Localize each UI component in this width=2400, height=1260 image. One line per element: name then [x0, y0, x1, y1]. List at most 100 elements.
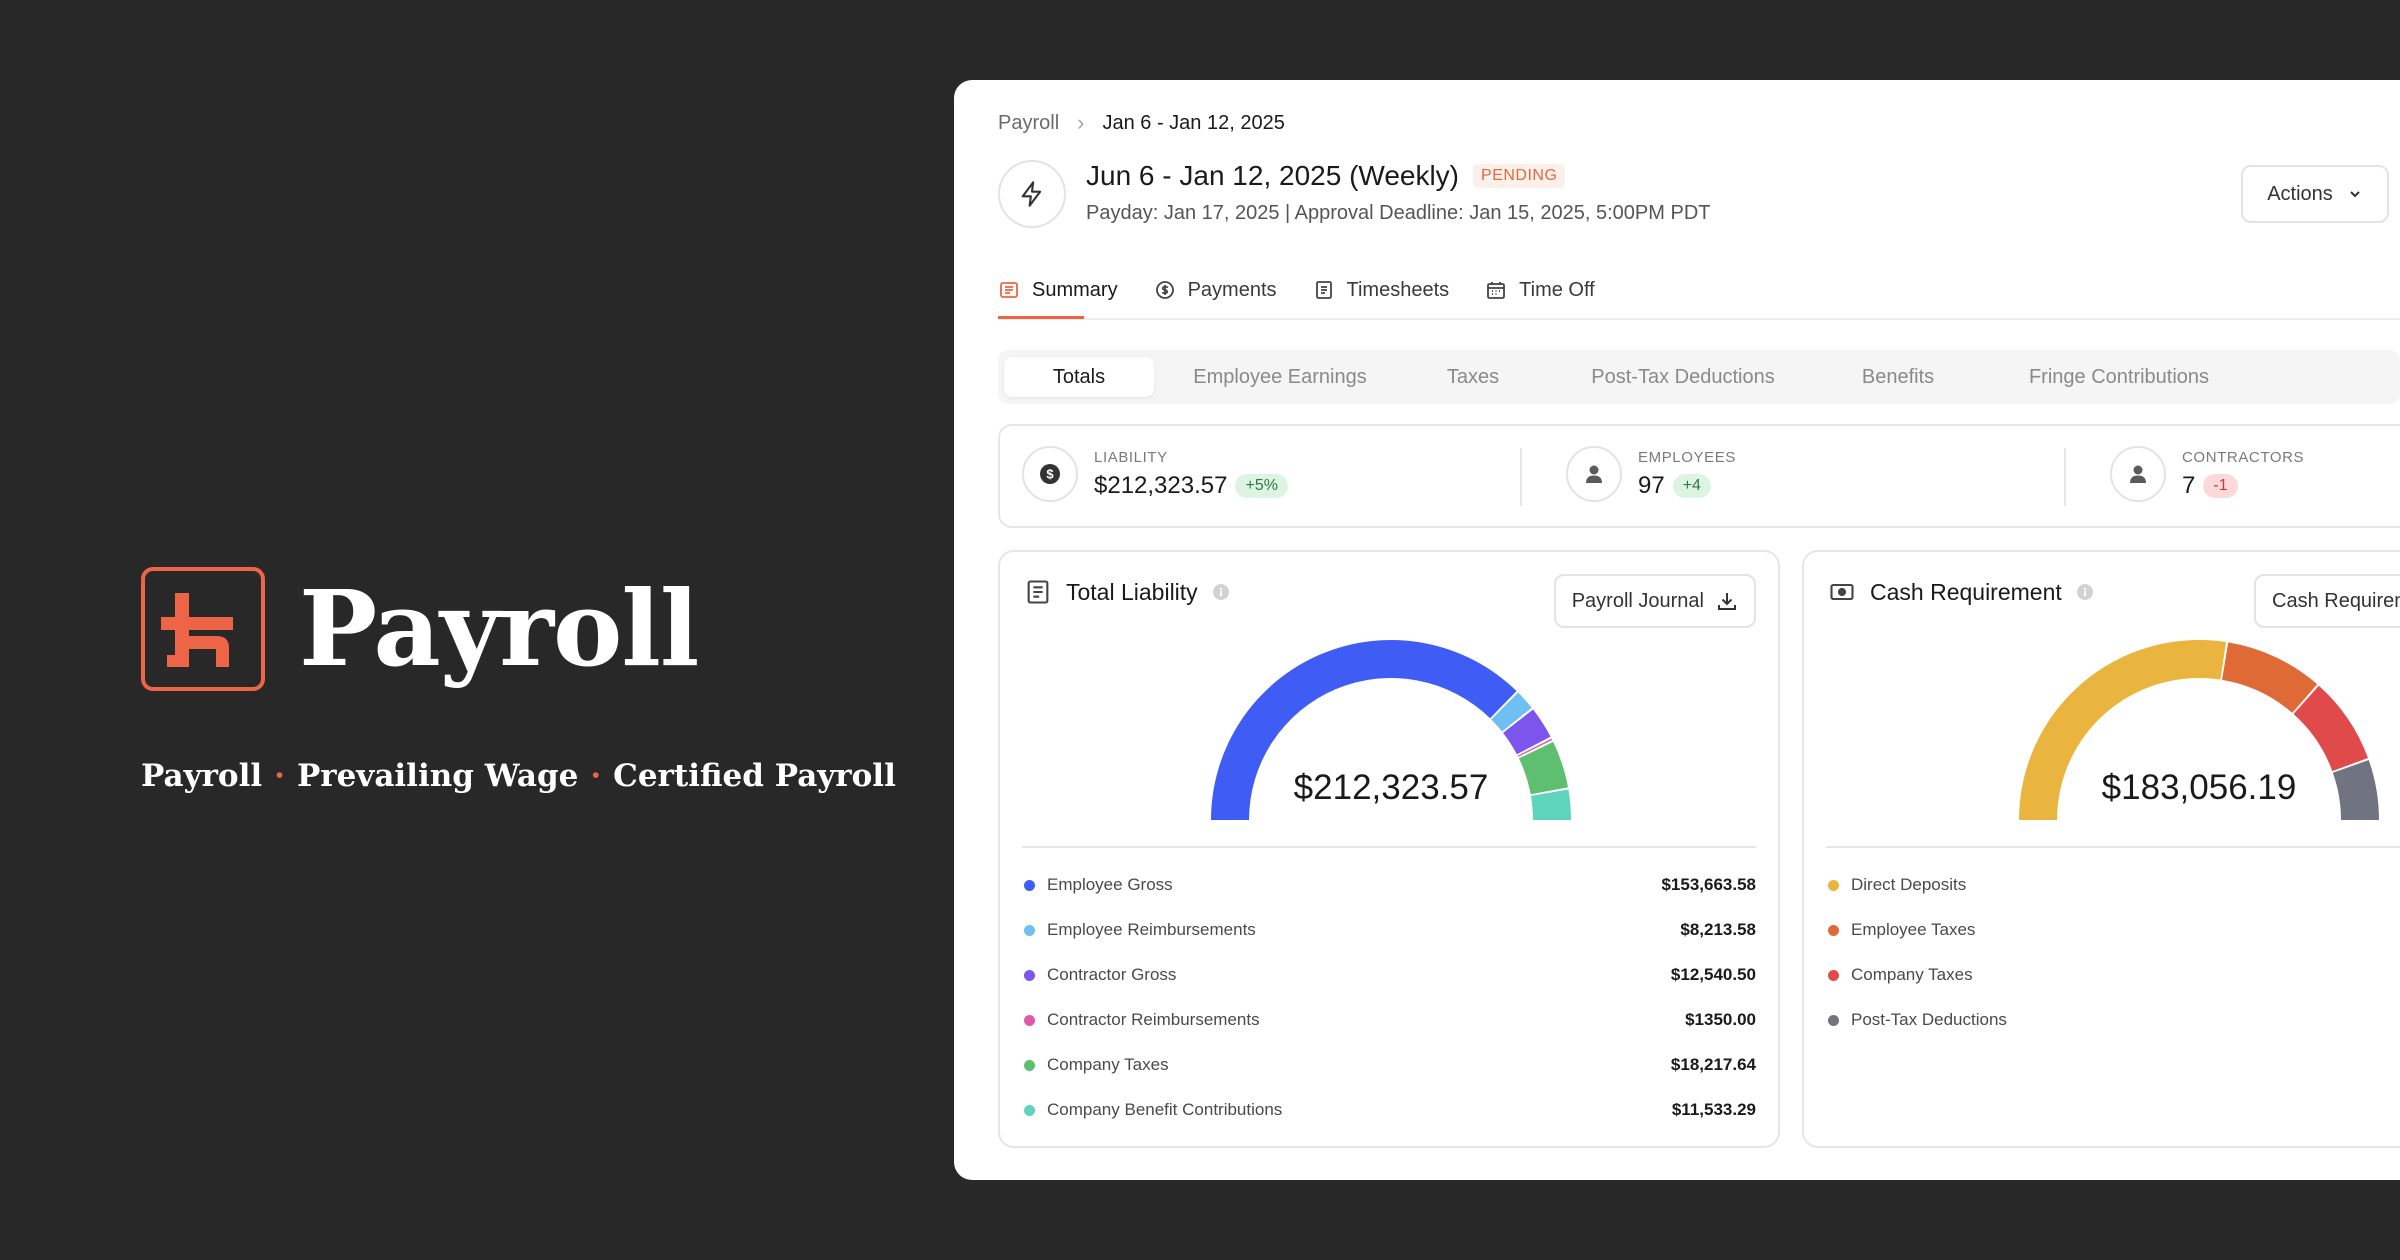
- legend-label: Employee Gross: [1047, 875, 1173, 894]
- legend-row: Company Taxes $18,217.64: [1024, 1050, 1756, 1080]
- liability-gauge-chart: [1211, 640, 1571, 820]
- tabs-divider: [998, 318, 2400, 320]
- tagline-item: Certified Payroll: [613, 758, 896, 794]
- legend-row: Employee Taxes: [1828, 915, 2388, 945]
- card-title: Total Liability: [1066, 578, 1198, 605]
- legend-label: Company Taxes: [1851, 965, 1973, 984]
- legend-value: $8,213.58: [1680, 920, 1756, 939]
- legend-value: $1350.00: [1685, 1010, 1756, 1029]
- subtab-fringe-contributions[interactable]: Fringe Contributions: [2028, 365, 2210, 388]
- stats-strip: $ LIABILITY $212,323.57 +5% EMPLOYEES 97…: [998, 424, 2400, 528]
- liability-gauge-segment: [1518, 741, 1569, 795]
- tagline-separator: ·: [590, 758, 602, 794]
- subtab-taxes[interactable]: Taxes: [1446, 365, 1500, 388]
- cash-gauge-chart: [2019, 640, 2379, 820]
- legend-row: Company Benefit Contributions $11,533.29: [1024, 1095, 1756, 1125]
- tagline-item: Payroll: [141, 758, 263, 794]
- legend-row: Company Taxes: [1828, 960, 2388, 990]
- subtab-totals[interactable]: Totals: [1004, 357, 1154, 397]
- legend-dot: [1024, 1014, 1035, 1026]
- timesheets-icon: [1315, 281, 1332, 299]
- subtab-employee-earnings[interactable]: Employee Earnings: [1193, 365, 1367, 388]
- stat-contractors: CONTRACTORS 7 -1: [2110, 446, 2304, 502]
- legend-label: Contractor Reimbursements: [1047, 1010, 1260, 1029]
- cash-requirement-button[interactable]: Cash Requirement: [2254, 574, 2400, 628]
- stat-label: CONTRACTORS: [2182, 448, 2305, 466]
- svg-text:$: $: [1046, 467, 1054, 482]
- stat-value: 97: [1638, 471, 1665, 499]
- total-liability-card: Total Liability Payroll Journal $212,323…: [998, 550, 1780, 1148]
- card-title: Cash Requirement: [1870, 578, 2062, 605]
- legend-row: Post-Tax Deductions: [1828, 1005, 2388, 1035]
- tagline-separator: ·: [274, 758, 285, 794]
- summary-icon: [1000, 282, 1018, 298]
- legend-label: Post-Tax Deductions: [1851, 1010, 2007, 1029]
- legend-dot: [1024, 969, 1035, 981]
- payroll-journal-button[interactable]: Payroll Journal: [1553, 574, 1756, 628]
- bolt-icon: [998, 160, 1066, 228]
- cash-gauge-segment: [2222, 642, 2318, 713]
- person-icon: [2110, 446, 2166, 502]
- cash-total-amount: $183,056.19: [2101, 768, 2297, 807]
- tab-summary[interactable]: Summary: [998, 270, 1118, 310]
- legend-value: $11,533.29: [1671, 1100, 1756, 1119]
- legend-row: Contractor Gross $12,540.50: [1024, 960, 1756, 990]
- legend-row: Employee Gross $153,663.58: [1024, 870, 1756, 900]
- liability-gauge-segment: [1530, 789, 1571, 820]
- stat-value: $212,323.57: [1094, 471, 1228, 499]
- legend-dot: [1024, 1059, 1035, 1071]
- legend-row: Employee Reimbursements $8,213.58: [1024, 915, 1756, 945]
- tab-time-off[interactable]: Time Off: [1485, 270, 1595, 310]
- card-divider: [1826, 846, 2400, 848]
- legend-dot: [1024, 924, 1035, 936]
- stat-divider: [2064, 448, 2066, 506]
- subtab-post-tax-deductions[interactable]: Post-Tax Deductions: [1591, 365, 1775, 388]
- page-subtitle: Payday: Jan 17, 2025 | Approval Deadline…: [1086, 202, 1711, 224]
- stat-label: LIABILITY: [1094, 448, 1168, 466]
- calendar-icon: [1487, 282, 1506, 299]
- tab-timesheets[interactable]: Timesheets: [1313, 270, 1449, 310]
- stat-divider: [1520, 448, 1522, 506]
- legend-label: Employee Reimbursements: [1047, 920, 1256, 939]
- tab-payments[interactable]: Payments: [1154, 270, 1277, 310]
- cash-icon: [1830, 583, 1854, 601]
- button-label: Cash Requirement: [2272, 589, 2400, 612]
- legend-dot: [1024, 1104, 1035, 1116]
- legend-dot: [1828, 1014, 1839, 1026]
- tab-label: Payments: [1187, 278, 1277, 301]
- info-icon[interactable]: [2076, 583, 2094, 601]
- brand-name: Payroll: [299, 567, 699, 690]
- legend-dot: [1024, 879, 1035, 891]
- payroll-app-panel: Payroll › Jan 6 - Jan 12, 2025 Jun 6 - J…: [954, 80, 2400, 1180]
- stat-liability: $ LIABILITY $212,323.57 +5%: [1022, 446, 1288, 502]
- breadcrumb-root-link[interactable]: Payroll: [998, 111, 1060, 134]
- tab-label: Time Off: [1519, 278, 1595, 301]
- tagline-item: Prevailing Wage: [296, 758, 579, 794]
- download-icon: [1718, 593, 1736, 610]
- main-tabs: Summary Payments Timesheets Time Off: [998, 270, 1631, 310]
- stat-change-badge: +4: [1672, 473, 1711, 498]
- actions-dropdown-button[interactable]: Actions: [2241, 165, 2389, 223]
- liability-gauge-segment: [1491, 692, 1532, 732]
- page-title-row: Jun 6 - Jan 12, 2025 (Weekly) PENDING: [1086, 160, 1566, 192]
- dollar-icon: $: [1022, 446, 1078, 502]
- active-tab-indicator: [998, 316, 1084, 319]
- legend-label: Employee Taxes: [1851, 920, 1976, 939]
- cash-gauge-segment: [2293, 685, 2368, 772]
- page-title: Jun 6 - Jan 12, 2025 (Weekly): [1086, 160, 1460, 191]
- card-header: Total Liability: [1024, 578, 1230, 606]
- legend-value: $12,540.50: [1670, 965, 1756, 984]
- legend-value: $18,217.64: [1670, 1055, 1756, 1074]
- legend-value: $153,663.58: [1661, 875, 1756, 894]
- legend-label: Direct Deposits: [1851, 875, 1967, 894]
- liability-gauge-segment: [1517, 738, 1553, 757]
- brand-logo-icon: [141, 567, 265, 691]
- person-icon: [1566, 446, 1622, 502]
- legend-row: Contractor Reimbursements $1350.00: [1024, 1005, 1756, 1035]
- brand-tagline: Payroll · Prevailing Wage · Certified Pa…: [141, 758, 896, 794]
- stat-change-badge: +5%: [1235, 473, 1288, 498]
- info-icon[interactable]: [1212, 583, 1230, 601]
- liability-gauge-segment: [1211, 640, 1517, 820]
- subtab-benefits[interactable]: Benefits: [1861, 365, 1935, 388]
- legend-label: Company Benefit Contributions: [1047, 1100, 1283, 1119]
